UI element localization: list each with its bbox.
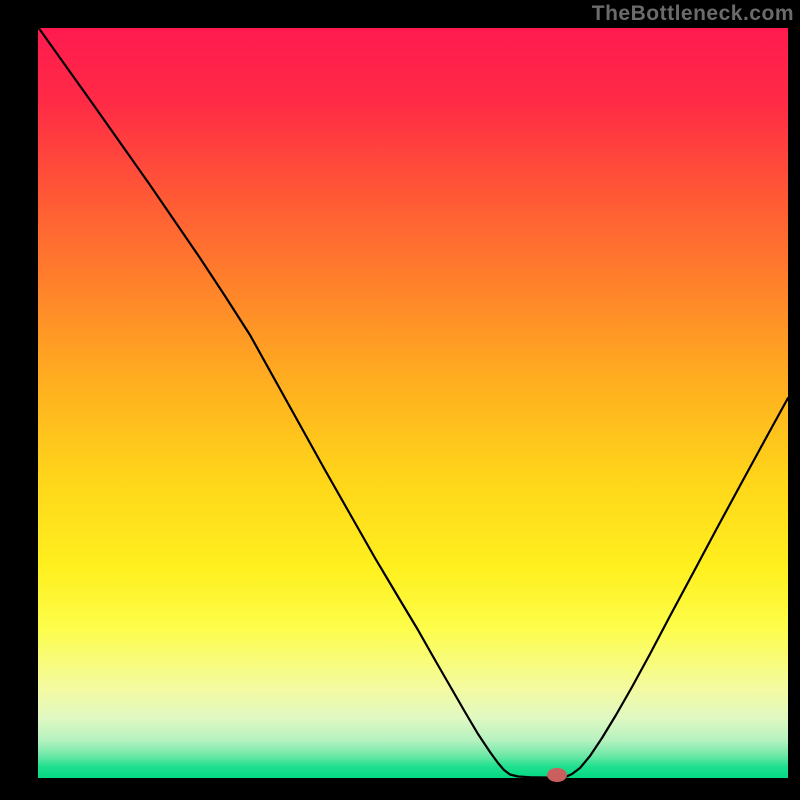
plot-background [38,28,788,778]
watermark-label: TheBottleneck.com [592,2,794,26]
bottleneck-curve-chart [0,0,800,800]
optimal-marker [547,768,567,782]
chart-container: { "watermark": { "text": "TheBottleneck.… [0,0,800,800]
